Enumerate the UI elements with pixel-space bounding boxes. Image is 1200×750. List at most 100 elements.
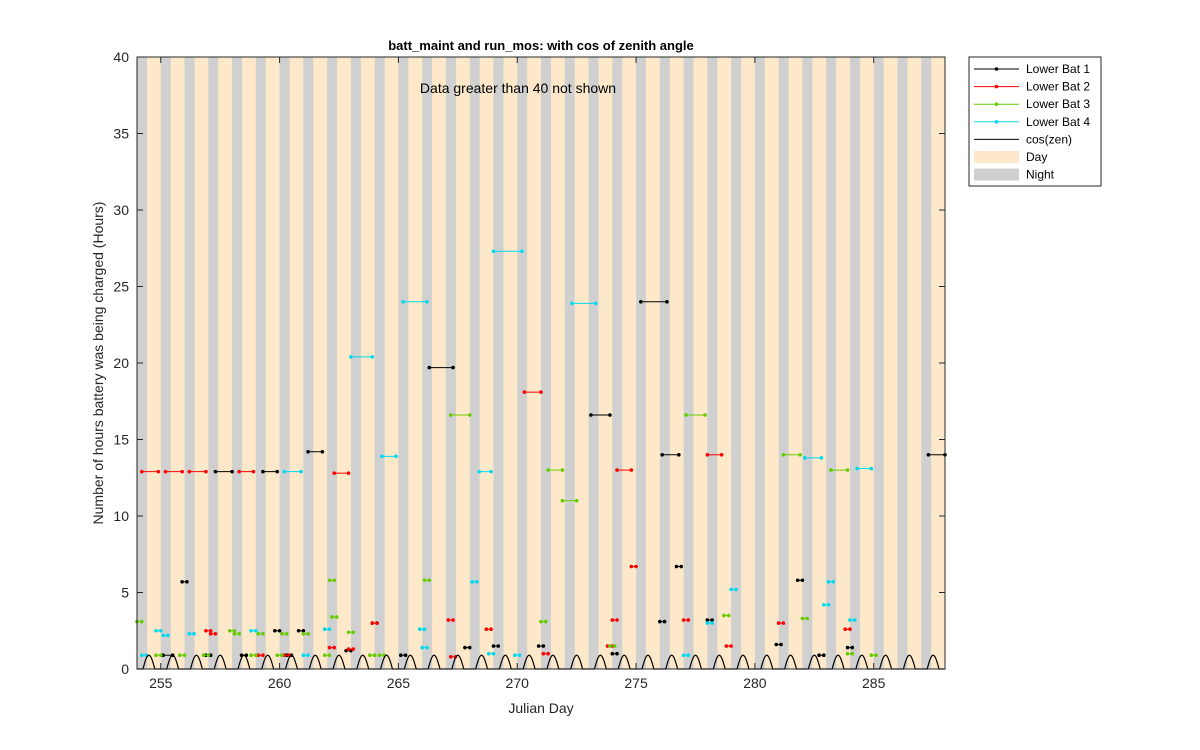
data-point: [719, 453, 724, 457]
data-point: [710, 618, 714, 622]
day-band: [408, 57, 423, 669]
day-band: [550, 57, 565, 669]
x-tick-label: 275: [624, 675, 648, 691]
data-point: [327, 645, 332, 650]
data-point: [332, 578, 337, 583]
data-point: [280, 653, 284, 658]
data-point: [232, 632, 237, 636]
data-point: [422, 627, 427, 632]
data-point: [251, 469, 256, 474]
data-point: [703, 413, 707, 417]
data-point: [639, 300, 643, 304]
legend-item: Lower Bat 3: [974, 97, 1090, 111]
data-point: [848, 627, 852, 632]
data-point: [213, 632, 218, 636]
data-point: [781, 621, 786, 625]
data-point: [829, 468, 833, 472]
data-point: [665, 300, 669, 304]
legend-item: Lower Bat 2: [974, 80, 1090, 94]
data-point: [822, 653, 826, 658]
data-point: [332, 645, 337, 650]
series-lower-bat-4: [139, 249, 874, 658]
data-point: [306, 632, 310, 636]
day-band: [883, 57, 898, 669]
data-point: [826, 602, 831, 607]
data-point: [237, 469, 241, 474]
y-tick-label: 25: [113, 279, 129, 295]
data-point: [496, 644, 501, 648]
y-axis-label: Number of hours battery was being charge…: [90, 202, 106, 525]
data-point: [491, 249, 496, 254]
day-band: [384, 57, 399, 669]
data-point: [327, 578, 332, 583]
data-point: [330, 615, 334, 619]
legend-item: Day: [974, 150, 1047, 164]
data-point: [375, 621, 379, 625]
data-point: [349, 355, 353, 359]
data-point: [705, 621, 710, 625]
data-point: [805, 616, 809, 621]
data-point: [874, 653, 878, 658]
data-point: [926, 453, 931, 457]
data-point: [845, 645, 850, 650]
data-point: [662, 619, 667, 624]
data-point: [852, 618, 857, 622]
data-point: [658, 619, 662, 624]
chart-legend: Lower Bat 1 Lower Bat 2 Lower Bat 3 Lower B…: [968, 56, 1102, 187]
data-point: [674, 564, 679, 569]
data-point: [187, 632, 192, 636]
data-point: [425, 300, 429, 304]
data-point: [681, 618, 686, 622]
day-band: [717, 57, 732, 669]
day-band: [146, 57, 161, 669]
legend-marker: [994, 84, 999, 89]
data-point: [161, 633, 165, 638]
data-point: [734, 587, 738, 592]
data-point: [677, 453, 681, 457]
data-point: [230, 469, 234, 474]
data-point: [869, 653, 874, 658]
data-point: [869, 466, 874, 471]
data-point: [470, 579, 474, 584]
data-point: [346, 471, 351, 475]
day-band: [432, 57, 446, 669]
day-band: [218, 57, 233, 669]
day-band: [812, 57, 827, 669]
data-point: [776, 621, 781, 625]
data-point: [208, 632, 213, 636]
data-point: [795, 578, 800, 583]
data-point: [800, 578, 805, 583]
data-point: [394, 454, 398, 459]
data-point: [681, 653, 686, 658]
y-tick-label: 15: [113, 432, 129, 448]
series-lower-bat-3: [135, 413, 878, 658]
data-point: [705, 453, 710, 457]
data-point: [463, 645, 467, 650]
data-point: [232, 628, 237, 633]
data-point: [822, 602, 826, 607]
data-point: [420, 645, 424, 650]
legend-swatch: [974, 168, 1019, 181]
data-point: [306, 653, 310, 658]
data-point: [204, 628, 208, 633]
data-point: [446, 618, 451, 622]
day-band: [836, 57, 850, 669]
legend-item: cos(zen): [974, 132, 1072, 146]
data-point: [610, 618, 615, 622]
data-point: [156, 469, 161, 474]
data-point: [629, 468, 634, 472]
data-point: [543, 619, 548, 624]
data-point: [368, 653, 372, 658]
data-point: [299, 469, 303, 474]
data-point: [848, 618, 852, 622]
x-tick-label: 260: [268, 675, 292, 691]
data-point: [612, 644, 617, 648]
data-point: [724, 644, 729, 648]
day-band: [907, 57, 922, 669]
chart-annotation: Data greater than 40 not shown: [420, 80, 616, 96]
day-band: [788, 57, 803, 669]
data-point: [467, 645, 472, 650]
day-band: [693, 57, 708, 669]
data-point: [427, 365, 432, 370]
data-point: [346, 647, 351, 651]
